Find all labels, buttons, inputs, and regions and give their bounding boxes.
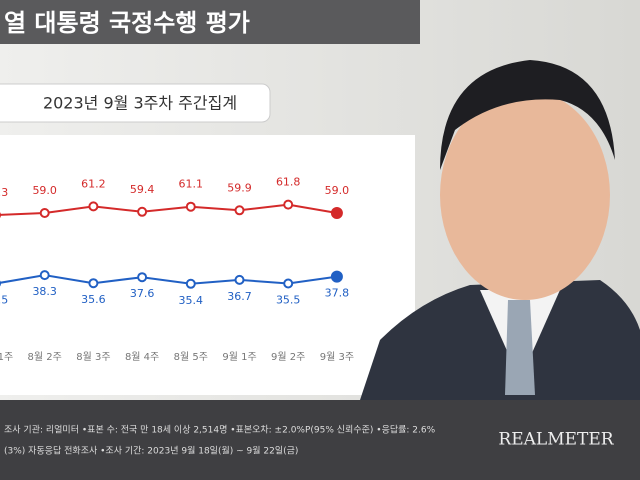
photo: [360, 60, 640, 400]
chart-title: 열 대통령 국정수행 평가: [4, 9, 250, 37]
plot-area: [0, 135, 415, 395]
data-label: 61.1: [179, 178, 204, 191]
data-point: [330, 207, 343, 219]
data-label: 36.7: [227, 290, 252, 303]
logo: REALMETER: [498, 430, 614, 450]
data-point: [39, 208, 50, 218]
line-chart: 8월 1주 8월 2주 8월 3주 8월 4주 8월 5주 9월 1주 9월 2주 9월 3주…: [0, 176, 354, 363]
data-point: [185, 201, 196, 212]
x-tick-label: 8월 4주: [125, 351, 159, 363]
data-label: 59.4: [130, 183, 155, 196]
data-label: 35.5: [0, 294, 8, 307]
data-point: [137, 272, 148, 283]
subtitle: 2023년 9월 3주차 주간집계: [43, 94, 237, 113]
x-tick-label: 8월 2주: [28, 351, 62, 363]
x-tick-label: 9월 2주: [271, 351, 305, 363]
data-label: 59.9: [227, 181, 252, 194]
data-label: 35.5: [276, 294, 301, 307]
series-line: [0, 203, 338, 216]
data-label: 58.3: [0, 186, 8, 199]
footer: [0, 400, 640, 480]
x-tick-label: 9월 1주: [222, 351, 256, 363]
data-label: 35.6: [81, 293, 106, 306]
data-point: [39, 270, 50, 281]
note: (3%) 자동응답 전화조사 •조사 기간: 2023년 9월 18일(월) ~…: [4, 445, 298, 457]
data-label: 61.2: [81, 177, 106, 190]
subtitle-box: [0, 83, 271, 123]
x-tick-label: 8월 3주: [76, 351, 110, 363]
data-label: 38.3: [32, 285, 57, 298]
data-label: 61.8: [276, 176, 301, 189]
title-bar: [0, 0, 420, 44]
x-tick-label: 8월 1주: [0, 351, 13, 363]
data-point: [137, 206, 148, 217]
data-point: [234, 205, 245, 216]
x-tick-label: 9월 3주: [320, 351, 354, 363]
data-label: 37.6: [130, 287, 155, 300]
data-point: [88, 201, 99, 212]
series-line: [0, 274, 338, 285]
data-point: [88, 278, 99, 289]
note: 조사 기관: 리얼미터 •표본 수: 전국 만 18세 이상 2,514명 •표…: [4, 424, 436, 436]
data-point: [283, 199, 294, 210]
data-point: [185, 278, 196, 289]
x-tick-label: 8월 5주: [174, 351, 208, 363]
data-point: [283, 278, 294, 289]
data-label: 59.0: [325, 184, 350, 197]
data-point: [330, 270, 343, 283]
data-label: 37.8: [325, 287, 350, 300]
data-point: [234, 274, 245, 285]
data-label: 59.0: [32, 184, 57, 197]
data-label: 35.4: [179, 294, 204, 307]
